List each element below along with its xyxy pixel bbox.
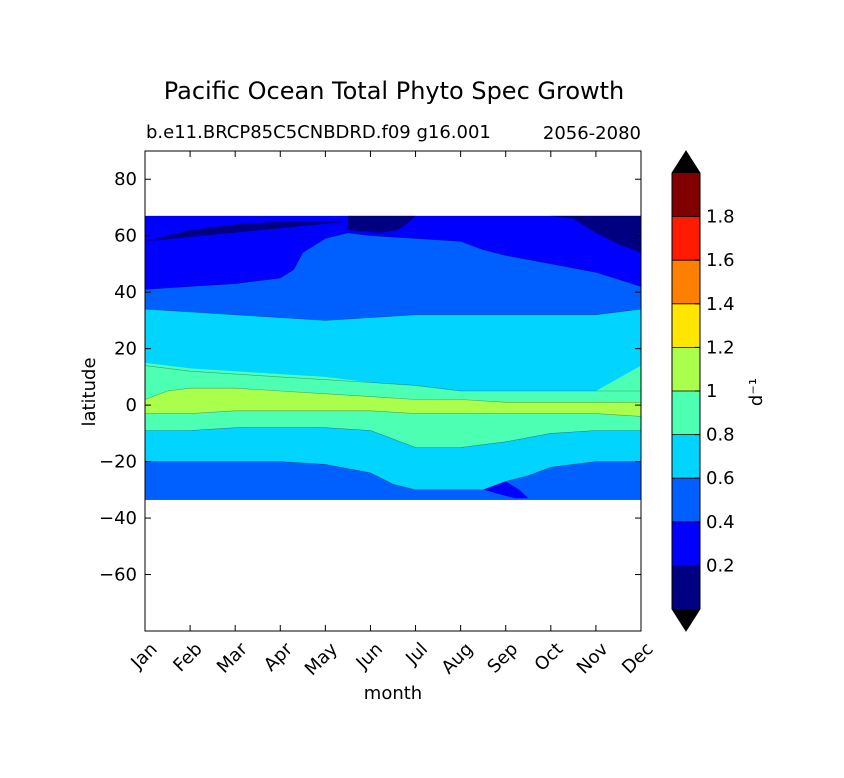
colorbar-segment [672,521,700,566]
colorbar-tick-label: 1.2 [706,337,735,358]
colorbar-outline [671,150,701,632]
colorbar-tick-label: 0.4 [706,512,735,533]
x-tick-label: Mar [213,638,252,677]
colorbar-tick-label: 1.4 [706,294,735,315]
colorbar-label: d⁻¹ [746,378,767,406]
y-tick-label: −20 [99,452,137,473]
x-axis-label: month [364,683,422,704]
contour-line [144,308,642,321]
x-tick-label: Dec [618,639,657,678]
band-0.2-0.4-south-pocket [483,481,529,499]
colorbar-tick-label: 0.8 [706,425,735,446]
chart-title: Pacific Ocean Total Phyto Spec Growth [164,77,625,105]
band-0.6-0.8-south [145,427,641,490]
y-tick-label: −40 [99,508,137,529]
contour-line [145,461,641,491]
y-tick-label: 40 [114,282,137,303]
contour-line [144,387,641,403]
contour-line [145,427,641,448]
y-tick-label: 80 [114,169,137,190]
colorbar-tick-label: 1 [706,381,717,402]
colorbar-segment [672,391,700,435]
y-axis-label: latitude [79,357,100,426]
contour-line [144,365,641,392]
band-0-0.2 [145,215,641,253]
contour-line [144,232,642,290]
colorbar-tick-label: 1.6 [706,250,735,271]
x-tick-label: Apr [260,638,297,675]
chart-subtitle-run: b.e11.BRCP85C5CNBDRD.f09 g16.001 [146,122,491,143]
colorbar-segment [672,303,700,348]
band-0.6-0.8 [145,309,641,391]
x-tick-label: Aug [438,639,478,679]
colorbar-segment [672,216,700,261]
x-tick-label: Feb [169,639,206,676]
y-tick-label: 0 [126,395,137,416]
colorbar-tick-label: 0.6 [706,468,735,489]
x-tick-label: Jul [401,639,432,670]
colorbar-segment [672,434,700,479]
y-tick-label: 20 [114,339,137,360]
y-tick-label: −60 [99,565,137,586]
x-tick-label: Jun [352,639,387,674]
band-1.0-1.2 [145,388,641,417]
x-tick-label: May [301,638,342,679]
plot-frame [144,150,642,632]
colorbar-over-arrow [672,151,700,173]
x-tick-label: Sep [483,639,522,678]
colorbar-segment [672,478,700,522]
contour-line [145,410,642,417]
contour-fills [144,215,642,500]
y-tick-label: 60 [114,226,137,247]
colorbar: 0.2 0.4 0.6 0.8 1 1.2 1.4 1.6 1.8 [671,150,735,632]
chart-subtitle-period: 2056-2080 [543,123,641,144]
colorbar-segment [672,260,700,304]
colorbar-tick-label: 1.8 [706,207,735,228]
colorbar-segment [672,173,700,217]
colorbar-segment [672,565,700,609]
colorbar-under-arrow [672,609,700,631]
colorbar-segment [672,347,700,391]
y-axis: 80 60 40 20 0 −20 −40 −60 [99,169,641,586]
x-tick-label: Nov [573,638,613,678]
x-tick-label: Jan [126,639,161,674]
colorbar-tick-label: 0.2 [706,555,735,576]
x-tick-label: Oct [531,639,568,676]
